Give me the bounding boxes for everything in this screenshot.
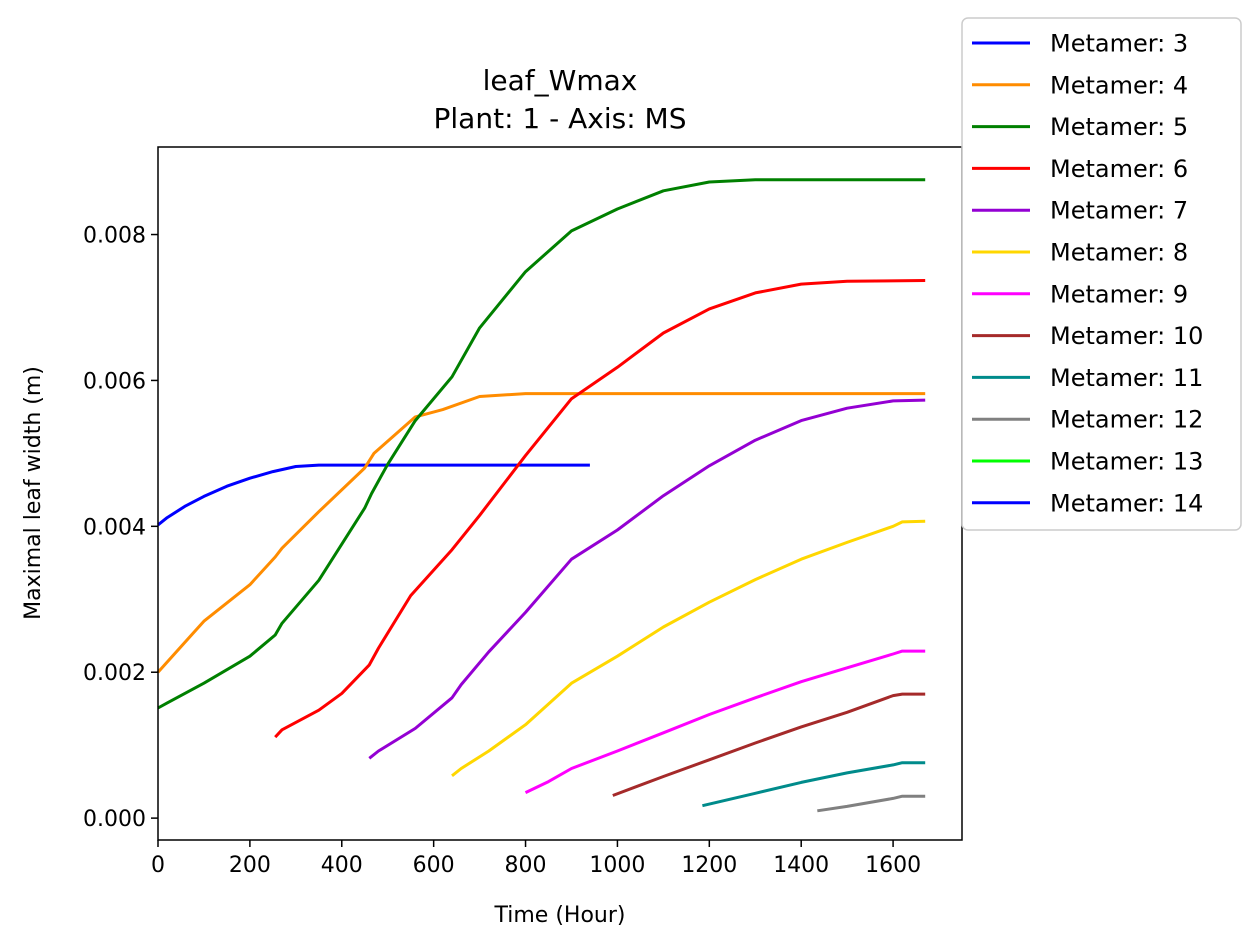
series-line-metamer-5 bbox=[157, 178, 926, 710]
chart-title: leaf_Wmax bbox=[483, 64, 638, 97]
y-tick-label: 0.002 bbox=[83, 661, 146, 686]
x-tick-label: 0 bbox=[151, 853, 165, 878]
plot-frame bbox=[157, 146, 963, 841]
x-tick-label: 400 bbox=[321, 853, 363, 878]
legend-label: Metamer: 7 bbox=[1050, 197, 1188, 225]
series-line-metamer-9 bbox=[524, 649, 926, 794]
x-tick-label: 600 bbox=[413, 853, 455, 878]
legend-label: Metamer: 5 bbox=[1050, 113, 1188, 141]
series-layer bbox=[156, 178, 926, 813]
y-tick-label: 0.000 bbox=[83, 807, 146, 832]
legend-label: Metamer: 9 bbox=[1050, 280, 1188, 308]
legend-box bbox=[961, 17, 1242, 531]
legend-label: Metamer: 8 bbox=[1050, 239, 1188, 267]
chart-subtitle: Plant: 1 - Axis: MS bbox=[434, 102, 687, 135]
series-line-metamer-12 bbox=[817, 794, 926, 813]
legend-label: Metamer: 10 bbox=[1050, 322, 1203, 350]
y-tick-label: 0.004 bbox=[83, 515, 146, 540]
series-line-metamer-3 bbox=[157, 463, 590, 527]
series-line-metamer-6 bbox=[274, 279, 926, 739]
legend-label: Metamer: 14 bbox=[1050, 489, 1203, 517]
legend-label: Metamer: 11 bbox=[1050, 364, 1203, 392]
legend-label: Metamer: 6 bbox=[1050, 155, 1188, 183]
legend: Metamer: 3 Metamer: 4 Metamer: 5 Metamer: 6… bbox=[961, 17, 1242, 531]
legend-label: Metamer: 3 bbox=[1050, 30, 1188, 58]
x-tick-label: 1400 bbox=[773, 853, 829, 878]
chart-title-group: leaf_Wmax Plant: 1 - Axis: MS bbox=[434, 64, 687, 135]
x-tick-label: 1200 bbox=[681, 853, 737, 878]
x-axis-label: Time (Hour) bbox=[494, 903, 626, 928]
x-tick-label: 800 bbox=[505, 853, 547, 878]
series-line-metamer-10 bbox=[612, 692, 926, 797]
y-axis-ticks: 0.000 0.002 0.004 0.006 0.008 bbox=[83, 224, 158, 832]
x-tick-label: 200 bbox=[229, 853, 271, 878]
series-line-metamer-7 bbox=[368, 398, 926, 760]
legend-items: Metamer: 3 Metamer: 4 Metamer: 5 Metamer: 6… bbox=[972, 30, 1203, 517]
y-tick-label: 0.006 bbox=[83, 369, 146, 394]
x-tick-label: 1600 bbox=[865, 853, 921, 878]
legend-label: Metamer: 4 bbox=[1050, 71, 1188, 99]
series-line-metamer-11 bbox=[702, 761, 926, 808]
x-axis-ticks: 0 200 400 600 800 1000 1200 1400 1600 bbox=[151, 840, 921, 878]
legend-label: Metamer: 13 bbox=[1050, 448, 1203, 476]
y-axis-label: Maximal leaf width (m) bbox=[21, 366, 46, 620]
legend-label: Metamer: 12 bbox=[1050, 406, 1203, 434]
series-line-metamer-4 bbox=[156, 392, 926, 674]
x-tick-label: 1000 bbox=[589, 853, 645, 878]
y-tick-label: 0.008 bbox=[83, 224, 146, 249]
series-line-metamer-8 bbox=[451, 519, 926, 777]
